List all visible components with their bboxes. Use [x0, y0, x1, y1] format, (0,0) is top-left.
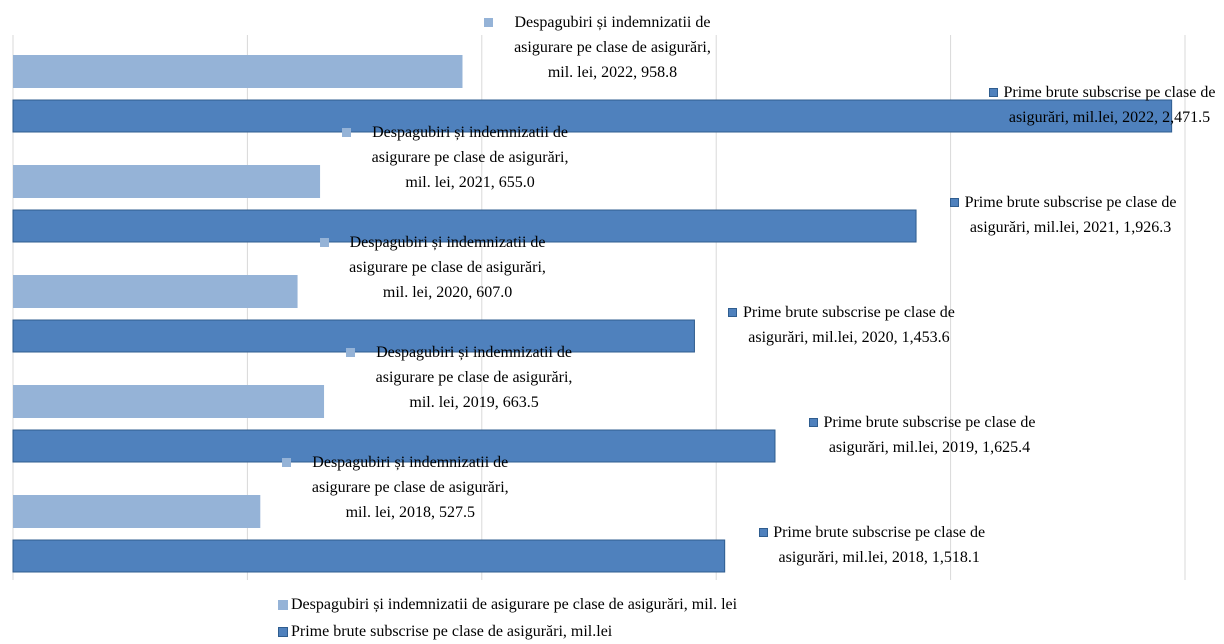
- legend-label: Prime brute subscrise pe clase de asigur…: [291, 623, 613, 640]
- label-marker: [319, 238, 329, 247]
- data-label: Despagubiri și indemnizatii de asigurare…: [349, 234, 546, 301]
- label-marker: [758, 528, 768, 537]
- bar: [13, 275, 298, 308]
- legend-label: Despagubiri și indemnizatii de asigurare…: [291, 596, 738, 613]
- label-marker: [950, 198, 960, 207]
- data-label: Despagubiri și indemnizatii de asigurare…: [375, 344, 573, 411]
- bar: [12, 539, 726, 573]
- bar: [12, 319, 695, 353]
- data-label: Despagubiri și indemnizatii de asigurare…: [371, 124, 569, 191]
- bar: [13, 495, 261, 528]
- legend-swatch: [278, 627, 288, 637]
- label-marker: [808, 418, 818, 427]
- legend-item: Despagubiri și indemnizatii de asigurare…: [278, 596, 737, 614]
- label-marker: [484, 18, 494, 27]
- bar: [13, 55, 463, 88]
- bar: [13, 165, 321, 198]
- data-label: Prime brute subscrise pe clase de asigur…: [773, 524, 986, 566]
- label-marker: [342, 128, 352, 137]
- data-label: Prime brute subscrise pe clase de asigur…: [964, 194, 1177, 236]
- label-marker: [346, 348, 356, 357]
- bar: [13, 385, 325, 418]
- legend-swatch: [278, 600, 288, 610]
- bar: [12, 209, 917, 243]
- data-label: Despagubiri și indemnizatii de asigurare…: [514, 14, 711, 81]
- legend-item: Prime brute subscrise pe clase de asigur…: [278, 623, 612, 641]
- label-marker: [989, 88, 998, 97]
- bar: [12, 99, 1173, 133]
- data-label: Prime brute subscrise pe clase de asigur…: [823, 414, 1036, 456]
- label-marker: [728, 308, 738, 317]
- data-label: Prime brute subscrise pe clase de asigur…: [1003, 84, 1216, 126]
- bar: [12, 429, 776, 463]
- label-marker: [282, 458, 292, 467]
- data-label: Prime brute subscrise pe clase de asigur…: [742, 304, 955, 346]
- data-label: Despagubiri și indemnizatii de asigurare…: [311, 454, 509, 521]
